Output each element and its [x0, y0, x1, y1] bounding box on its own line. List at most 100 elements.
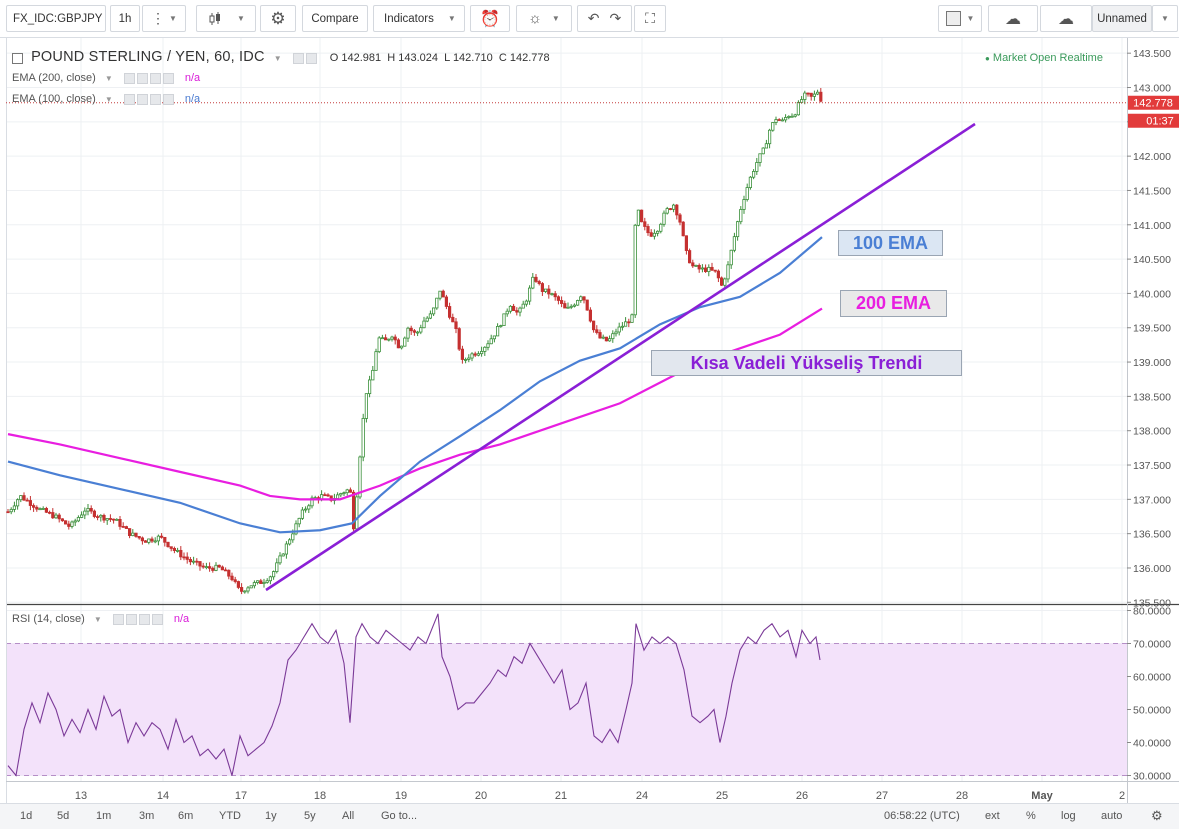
chevron-down-icon[interactable]: ▼ — [93, 615, 102, 624]
candle-body — [67, 523, 71, 527]
candle-body — [207, 566, 212, 569]
candle-body — [668, 208, 673, 210]
candle-body — [41, 508, 45, 510]
layout-name-button[interactable]: Unnamed — [1092, 5, 1152, 32]
candle-body — [339, 493, 343, 496]
candle-body — [492, 335, 497, 340]
range-button-5d[interactable]: 5d — [57, 810, 70, 822]
goto-button[interactable]: Go to... — [381, 810, 418, 822]
candle-body — [534, 276, 538, 282]
candle-body — [627, 321, 631, 324]
candle-body — [556, 296, 561, 301]
rsi-tick-label: 70.0000 — [1133, 639, 1171, 651]
range-button-ytd[interactable]: YTD — [219, 810, 241, 822]
candle-body — [476, 353, 481, 356]
candle-body — [28, 500, 33, 506]
chevron-down-icon[interactable]: ▼ — [104, 74, 113, 83]
annotation-200-ema[interactable]: 200 EMA — [840, 290, 947, 317]
settings-icon[interactable]: ⚙ — [1151, 808, 1163, 823]
rsi-axis[interactable]: 30.0000 40.0000 50.0000 60.0000 70.0000 80.00… — [1127, 606, 1171, 783]
save-layout-button[interactable]: ☁ — [1040, 5, 1092, 32]
annotation-trend[interactable]: Kısa Vadeli Yükseliş Trendi — [651, 350, 962, 376]
candle-body — [393, 336, 397, 341]
close-label: C — [498, 52, 507, 64]
candle-body — [284, 543, 289, 555]
scale-option-percent[interactable]: % — [1026, 810, 1036, 822]
close-icon[interactable] — [162, 93, 174, 105]
fullscreen-button[interactable]: ⛶ — [634, 5, 666, 32]
candle-body — [345, 489, 349, 494]
candle-body — [547, 288, 551, 295]
load-layout-button[interactable]: ☁ — [988, 5, 1038, 32]
range-button-1d[interactable]: 1d — [20, 810, 33, 822]
chevron-down-icon[interactable]: ▼ — [104, 95, 113, 104]
add-icon[interactable] — [149, 93, 161, 105]
time-axis[interactable]: 13 14 17 18 19 20 21 24 25 26 27 28 May 2 — [75, 790, 1125, 802]
time-tick-label: 14 — [157, 790, 169, 802]
candle-body — [230, 575, 234, 581]
ideas-button[interactable]: ☼ ▼ — [516, 5, 572, 32]
candle-body — [454, 321, 458, 330]
candle-body — [249, 585, 253, 589]
settings-icon[interactable] — [125, 613, 137, 625]
settings-button[interactable]: ⚙ — [260, 5, 296, 32]
candle-body — [281, 553, 285, 557]
scale-option-auto[interactable]: auto — [1101, 810, 1123, 822]
chevron-down-icon[interactable]: ▼ — [273, 54, 282, 63]
add-icon[interactable] — [138, 613, 150, 625]
interval-button[interactable]: 1h — [110, 5, 140, 32]
low-label: L — [444, 52, 450, 64]
candle-body — [566, 306, 570, 309]
eye-icon[interactable] — [112, 613, 124, 625]
candle-body — [57, 514, 61, 520]
layout-menu-button[interactable]: ▼ — [1152, 5, 1178, 32]
settings-icon[interactable] — [136, 93, 148, 105]
snapshot-button[interactable]: ▼ — [938, 5, 982, 32]
chart-area[interactable]: 135.500 136.000 136.500 137.000 137.500 138.0… — [0, 38, 1179, 803]
interval-menu-button[interactable]: ⋮ ▼ — [142, 5, 186, 32]
countdown-badge-text: 01:37 — [1146, 116, 1174, 128]
scale-option-ext[interactable]: ext — [985, 810, 1000, 822]
candle-body — [54, 514, 58, 519]
trendline[interactable] — [265, 122, 976, 592]
eye-icon[interactable] — [292, 52, 304, 64]
eye-icon[interactable] — [123, 93, 135, 105]
candle-body — [127, 528, 132, 536]
price-axis[interactable]: 135.500 136.000 136.500 137.000 137.500 138.0… — [1127, 48, 1171, 609]
candle-body — [726, 264, 730, 280]
range-button-1y[interactable]: 1y — [265, 810, 277, 822]
add-icon[interactable] — [149, 72, 161, 84]
undo-icon[interactable]: ↶ — [587, 10, 600, 26]
range-button-6m[interactable]: 6m — [178, 810, 194, 822]
candle-body — [140, 537, 144, 542]
range-button-all[interactable]: All — [342, 810, 355, 822]
indicators-button[interactable]: Indicators ▼ — [373, 5, 465, 32]
chart-style-button[interactable]: ▼ — [196, 5, 256, 32]
compare-button[interactable]: Compare — [302, 5, 368, 32]
candle-body — [553, 293, 557, 298]
candle-body — [364, 393, 369, 419]
settings-icon[interactable] — [305, 52, 317, 64]
settings-icon[interactable] — [136, 72, 148, 84]
candle-body — [358, 456, 362, 498]
candle-body — [608, 338, 612, 342]
close-icon[interactable] — [162, 72, 174, 84]
layout-name: Unnamed — [1097, 12, 1147, 25]
collapse-icon[interactable] — [12, 52, 23, 64]
close-icon[interactable] — [151, 613, 163, 625]
candle-body — [768, 129, 772, 145]
alert-button[interactable]: ⏰ — [470, 5, 510, 32]
eye-icon[interactable] — [123, 72, 135, 84]
candle-body — [640, 209, 644, 223]
scale-option-log[interactable]: log — [1061, 810, 1076, 822]
candle-body — [195, 560, 199, 563]
open-label: O — [329, 52, 339, 64]
rsi-tick-label: 80.0000 — [1133, 606, 1171, 618]
range-button-1m[interactable]: 1m — [96, 810, 112, 822]
countdown-badge — [1128, 113, 1179, 128]
range-button-3m[interactable]: 3m — [139, 810, 155, 822]
range-button-5y[interactable]: 5y — [304, 810, 316, 822]
symbol-search-box[interactable]: FX_IDC:GBPJPY — [6, 5, 106, 32]
annotation-100-ema[interactable]: 100 EMA — [838, 230, 943, 256]
redo-icon[interactable]: ↷ — [609, 10, 622, 26]
